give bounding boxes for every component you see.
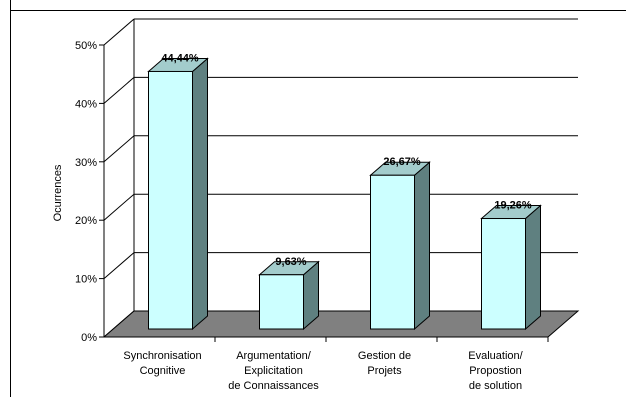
data-label: 26,67%	[383, 156, 421, 168]
bar	[480, 204, 542, 331]
grid-diagonal	[103, 18, 135, 46]
data-label: 19,26%	[494, 200, 532, 212]
bar-front	[259, 274, 304, 330]
x-category-label: Synchronisation Cognitive	[123, 350, 201, 377]
bar-front	[148, 70, 193, 330]
y-axis-title: Ocurrences	[52, 164, 64, 221]
bar-side	[192, 57, 208, 331]
data-label: 44,44%	[161, 52, 199, 64]
x-category-label: Gestion de Projets	[358, 350, 411, 377]
x-category-label: Evaluation/Propostion de solution	[468, 350, 523, 392]
axes	[99, 44, 549, 342]
y-tick-label: 0%	[81, 332, 97, 344]
bar-side	[414, 161, 430, 331]
x-category-label: Argumentation/Explicitation de Connaissan…	[228, 350, 319, 392]
bar	[147, 57, 209, 331]
data-label: 9,63%	[275, 256, 306, 268]
grid-diagonal	[103, 252, 135, 279]
y-tick-labels: 0% 10% 20% 30% 40% 50%	[75, 40, 97, 344]
y-tick-label: 20%	[75, 215, 97, 227]
bar-front	[481, 218, 526, 330]
bar	[369, 161, 431, 331]
grid-diagonal	[103, 77, 135, 104]
grid-diagonal	[103, 135, 135, 163]
bar	[258, 260, 320, 331]
bar-side	[525, 204, 541, 331]
y-tick-label: 30%	[75, 157, 97, 169]
bars	[147, 57, 542, 331]
x-category-labels: Synchronisation Cognitive Argumentation/Ex…	[123, 350, 523, 392]
bar-front	[370, 174, 415, 330]
y-tick-label: 50%	[75, 40, 97, 52]
data-labels: 44,44% 9,63% 26,67% 19,26%	[161, 52, 532, 267]
y-tick-label: 40%	[75, 98, 97, 110]
grid-diagonal	[103, 193, 135, 221]
y-tick-label: 10%	[75, 274, 97, 286]
